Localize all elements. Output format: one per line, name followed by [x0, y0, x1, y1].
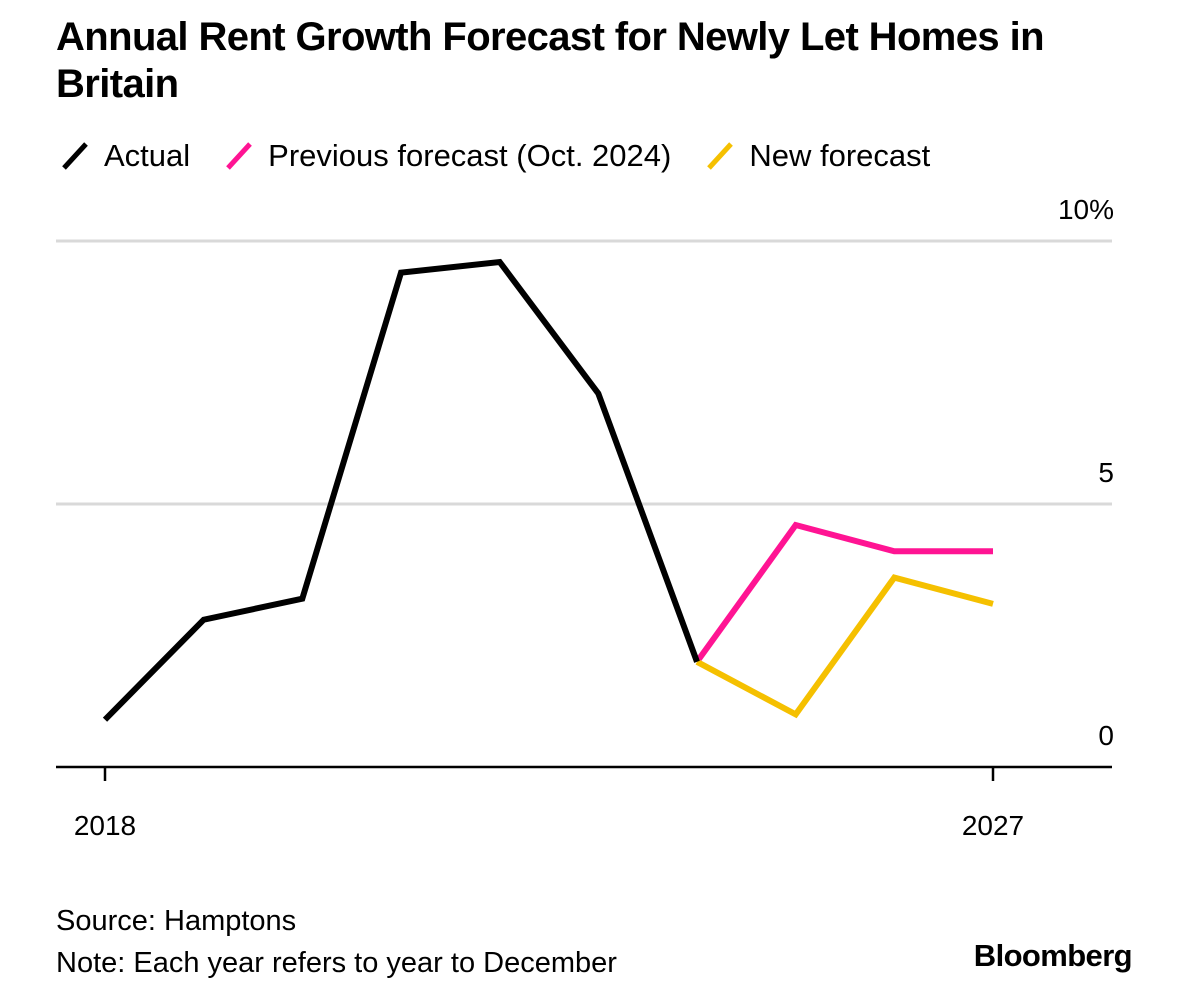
- legend-swatch-new-forecast-line: [707, 142, 734, 170]
- legend: Actual Previous forecast (Oct. 2024) New…: [56, 136, 960, 176]
- legend-swatch-previous-forecast-line: [226, 142, 253, 170]
- legend-label-actual: Actual: [104, 138, 191, 173]
- series-new-forecast-line: [695, 574, 994, 719]
- y-tick-label-0: 10%: [1058, 194, 1114, 225]
- legend-swatch-new-forecast: [707, 142, 734, 170]
- x-tick-label-1: 2027: [962, 810, 1024, 841]
- series-previous-forecast-line: [694, 521, 993, 664]
- x-tick-label-0: 2018: [74, 810, 136, 841]
- legend-item-previous-forecast: Previous forecast (Oct. 2024): [220, 136, 671, 176]
- line-chart: 10% 5 0 2018 2027: [56, 194, 1114, 841]
- chart-title: Annual Rent Growth Forecast for Newly Le…: [56, 15, 1045, 106]
- series-actual-line: [102, 258, 700, 722]
- legend-swatch-previous-forecast: [226, 142, 253, 170]
- legend-item-actual: Actual: [56, 136, 190, 176]
- note-text: Note: Each year refers to year to Decemb…: [56, 947, 617, 979]
- legend-swatch-actual: [62, 142, 88, 170]
- y-tick-label-2: 0: [1098, 720, 1114, 751]
- legend-swatch-actual-line: [62, 142, 88, 170]
- legend-label-new-forecast: New forecast: [749, 138, 931, 173]
- source-text: Source: Hamptons: [56, 905, 297, 937]
- y-tick-label-1: 5: [1098, 457, 1114, 488]
- bloomberg-logo: Bloomberg: [973, 938, 1133, 973]
- legend-label-previous-forecast: Previous forecast (Oct. 2024): [268, 138, 672, 173]
- legend-item-new-forecast: New forecast: [701, 136, 930, 176]
